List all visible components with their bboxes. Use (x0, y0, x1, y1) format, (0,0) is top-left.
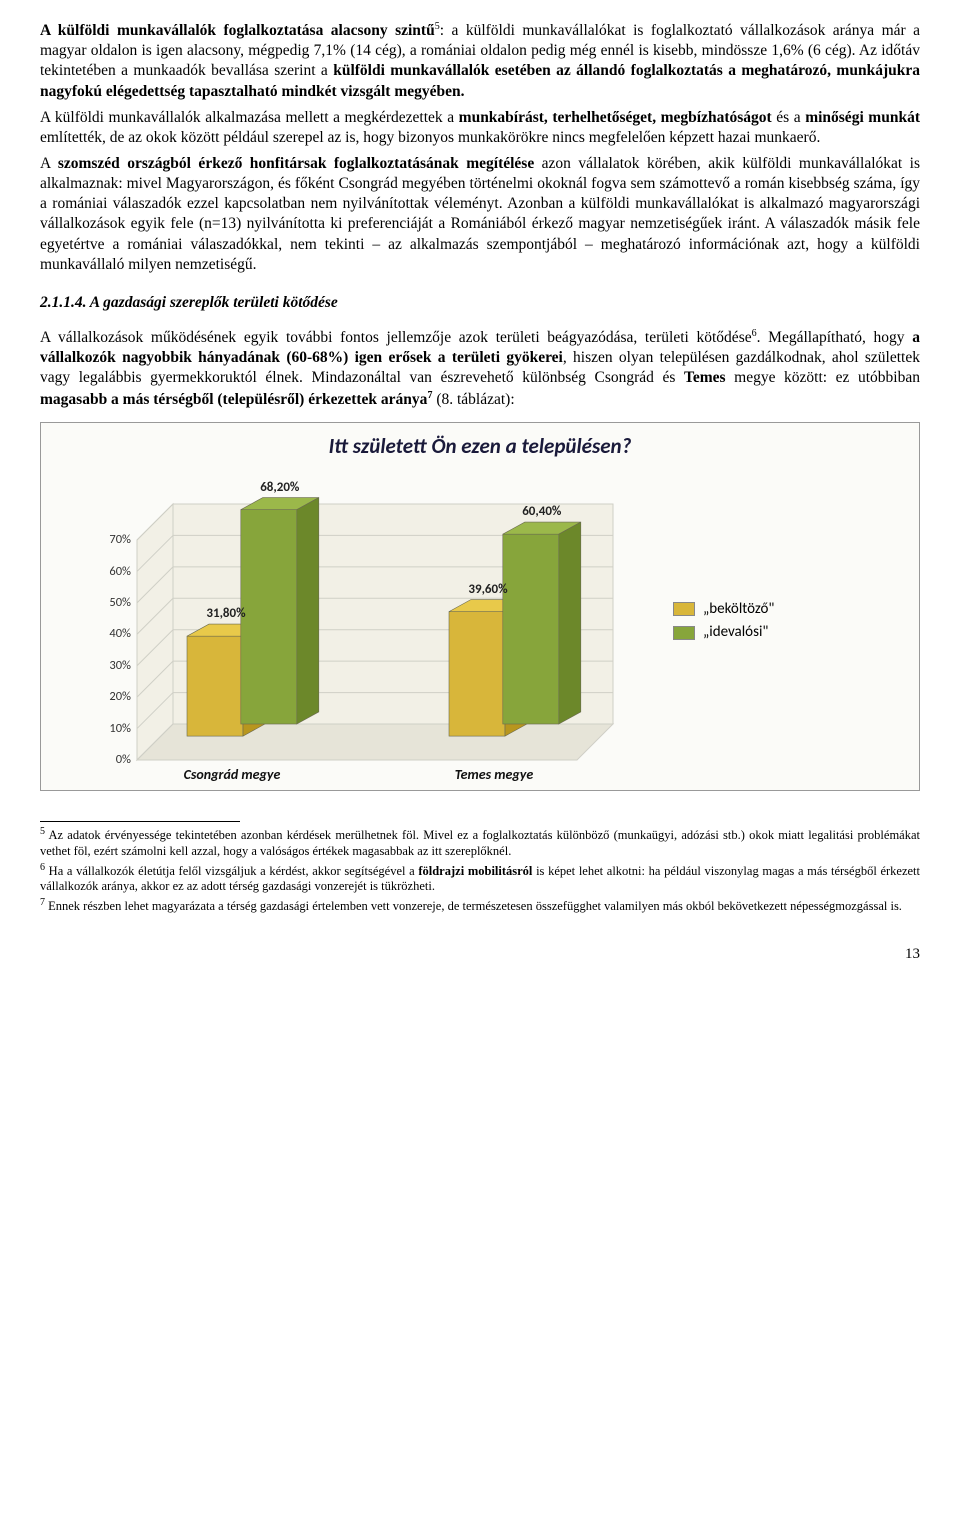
p2e: említették, de az okok között például sz… (40, 129, 820, 146)
p4a: A vállalkozások működésének egyik tovább… (40, 329, 752, 346)
p1-bold: A külföldi munkavállalók foglalkoztatása… (40, 22, 435, 39)
legend-label-0: „beköltöző" (703, 600, 774, 620)
fn6b: földrajzi mobilitásról (418, 864, 532, 878)
legend-item-0: „beköltöző" (673, 600, 774, 620)
paragraph-4: A vállalkozások működésének egyik tovább… (40, 327, 920, 410)
y-tick-label: 70% (109, 532, 131, 548)
y-tick-label: 60% (109, 564, 131, 580)
fn5-text: Az adatok érvényessége tekintetében azon… (40, 828, 920, 858)
p3c: azon vállalatok körében, akik külföldi m… (40, 155, 920, 273)
category-label: Temes megye (455, 766, 534, 784)
p4b: . Megállapítható, hogy (757, 329, 913, 346)
y-tick-label: 10% (109, 721, 131, 737)
paragraph-3: A szomszéd országból érkező honfitársak … (40, 154, 920, 275)
paragraph-1: A külföldi munkavállalók foglalkoztatása… (40, 20, 920, 102)
y-tick-label: 0% (116, 752, 131, 768)
footnote-7: 7 Ennek részben lehet magyarázata a térs… (40, 897, 920, 915)
chart-title: Itt született Ön ezen a településen? (59, 433, 901, 460)
p2c: és a (772, 109, 805, 126)
category-label: Csongrád megye (184, 766, 281, 784)
y-tick-label: 40% (109, 626, 131, 642)
y-tick-label: 50% (109, 595, 131, 611)
footnote-5: 5 Az adatok érvényessége tekintetében az… (40, 826, 920, 859)
fn6a: Ha a vállalkozók életútja felől vizsgálj… (45, 864, 418, 878)
y-tick-label: 30% (109, 658, 131, 674)
p2b: munkabírást, terhelhetőséget, megbízható… (459, 109, 772, 126)
p4f: megye között: ez utóbbiban (726, 369, 920, 386)
footnotes-block: 5 Az adatok érvényessége tekintetében az… (40, 826, 920, 915)
chart-canvas: 0%10%20%30%40%50%60%70%31,80%68,20%Csong… (59, 466, 639, 776)
legend-label-1: „idevalósi" (703, 623, 768, 643)
section-title: 2.1.1.4. A gazdasági szereplők területi … (40, 293, 920, 313)
bar-value-label: 39,60% (468, 582, 507, 599)
chart-legend: „beköltöző" „idevalósi" (673, 596, 774, 647)
chart-container: Itt született Ön ezen a településen? 0% 1… (40, 422, 920, 791)
bar-value-label: 31,80% (206, 606, 245, 623)
p4g: magasabb a más térségből (településről) … (40, 391, 427, 408)
page-number: 13 (40, 945, 920, 965)
p3a: A (40, 155, 58, 172)
footnote-6: 6 Ha a vállalkozók életútja felől vizsgá… (40, 862, 920, 895)
paragraph-2: A külföldi munkavállalók alkalmazása mel… (40, 108, 920, 148)
y-tick-label: 20% (109, 689, 131, 705)
bar-value-label: 68,20% (260, 480, 299, 497)
legend-swatch-0 (673, 602, 695, 616)
fn7-text: Ennek részben lehet magyarázata a térség… (45, 899, 902, 913)
p2a: A külföldi munkavállalók alkalmazása mel… (40, 109, 459, 126)
bar-value-label: 60,40% (522, 504, 561, 521)
p4e: Temes (684, 369, 726, 386)
p3b: szomszéd országból érkező honfitársak fo… (58, 155, 534, 172)
p2d: minőségi munkát (805, 109, 920, 126)
p4h: (8. táblázat): (432, 391, 514, 408)
legend-swatch-1 (673, 626, 695, 640)
legend-item-1: „idevalósi" (673, 623, 774, 643)
